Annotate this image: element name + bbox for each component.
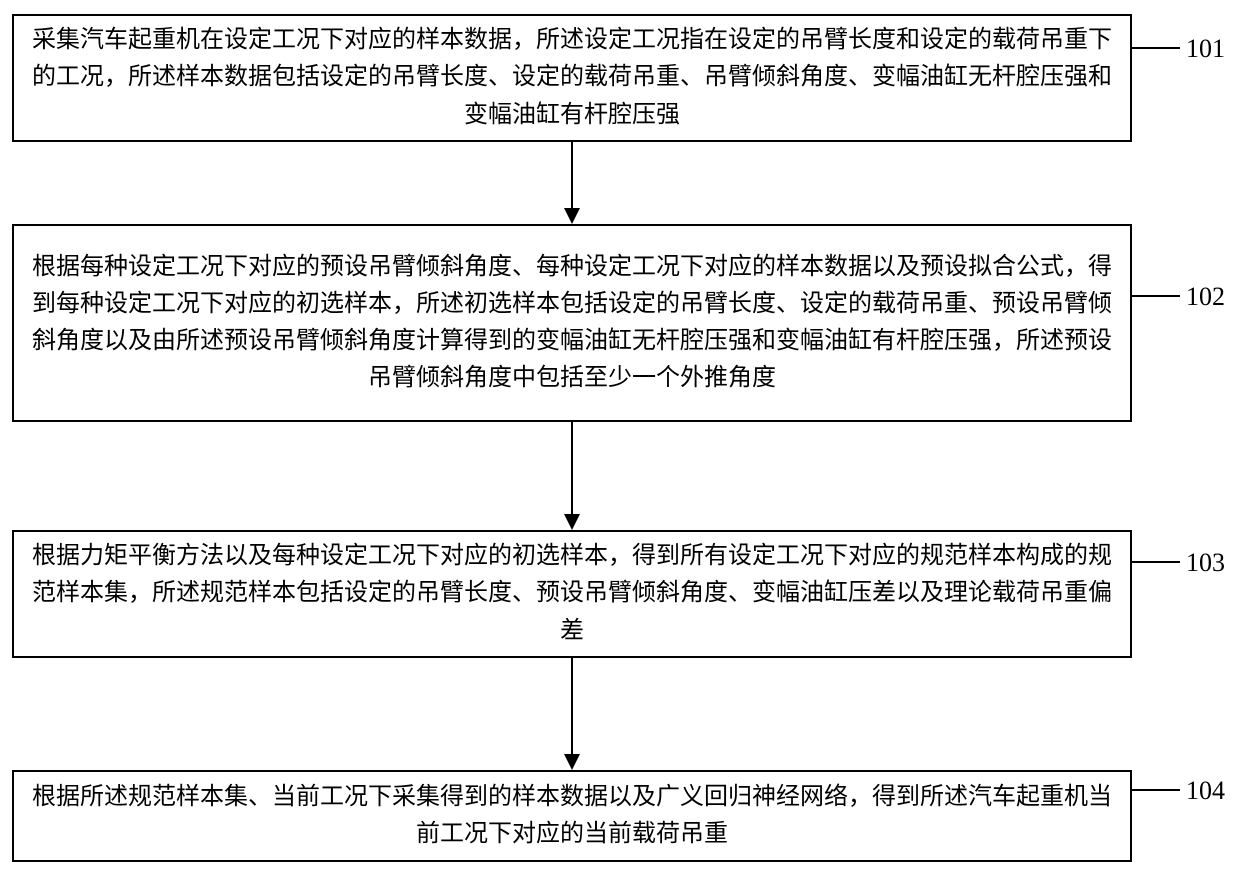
flow-node-2-label: 102	[1186, 282, 1225, 312]
flow-node-3-text: 根据力矩平衡方法以及每种设定工况下对应的初选样本，得到所有设定工况下对应的规范样…	[32, 538, 1112, 650]
flow-node-2: 根据每种设定工况下对应的预设吊臂倾斜角度、每种设定工况下对应的样本数据以及预设拟…	[12, 224, 1132, 422]
flow-node-1-label: 101	[1186, 34, 1225, 64]
flow-node-4: 根据所述规范样本集、当前工况下采集得到的样本数据以及广义回归神经网络，得到所述汽…	[12, 770, 1132, 862]
flowchart-canvas: 采集汽车起重机在设定工况下对应的样本数据，所述设定工况指在设定的吊臂长度和设定的…	[0, 0, 1240, 875]
flow-node-2-text: 根据每种设定工况下对应的预设吊臂倾斜角度、每种设定工况下对应的样本数据以及预设拟…	[32, 249, 1112, 398]
flow-node-4-text: 根据所述规范样本集、当前工况下采集得到的样本数据以及广义回归神经网络，得到所述汽…	[32, 779, 1112, 853]
flow-node-3: 根据力矩平衡方法以及每种设定工况下对应的初选样本，得到所有设定工况下对应的规范样…	[12, 530, 1132, 658]
flow-node-4-label: 104	[1186, 776, 1225, 806]
flow-node-1-text: 采集汽车起重机在设定工况下对应的样本数据，所述设定工况指在设定的吊臂长度和设定的…	[32, 22, 1112, 134]
flow-node-3-label: 103	[1186, 548, 1225, 578]
flow-node-1: 采集汽车起重机在设定工况下对应的样本数据，所述设定工况指在设定的吊臂长度和设定的…	[12, 14, 1132, 142]
